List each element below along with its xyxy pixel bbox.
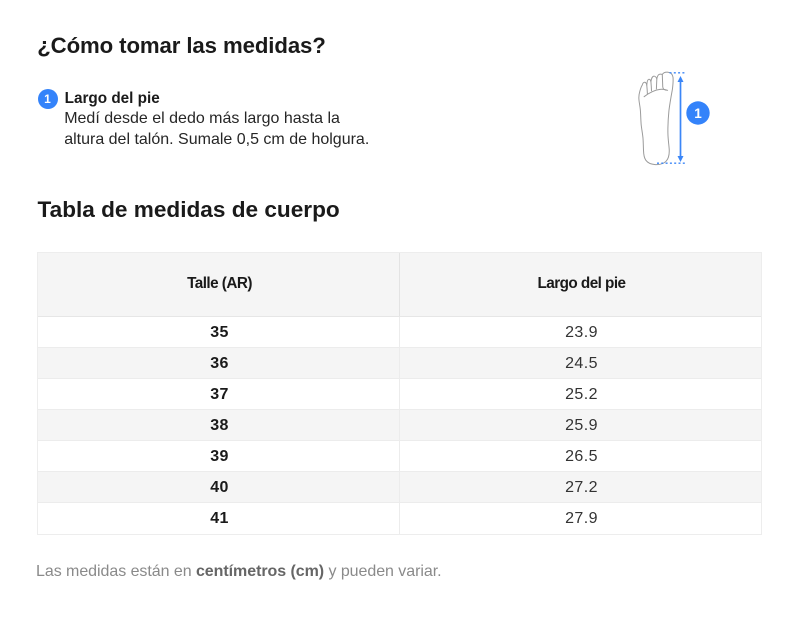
svg-text:1: 1 (694, 106, 702, 121)
